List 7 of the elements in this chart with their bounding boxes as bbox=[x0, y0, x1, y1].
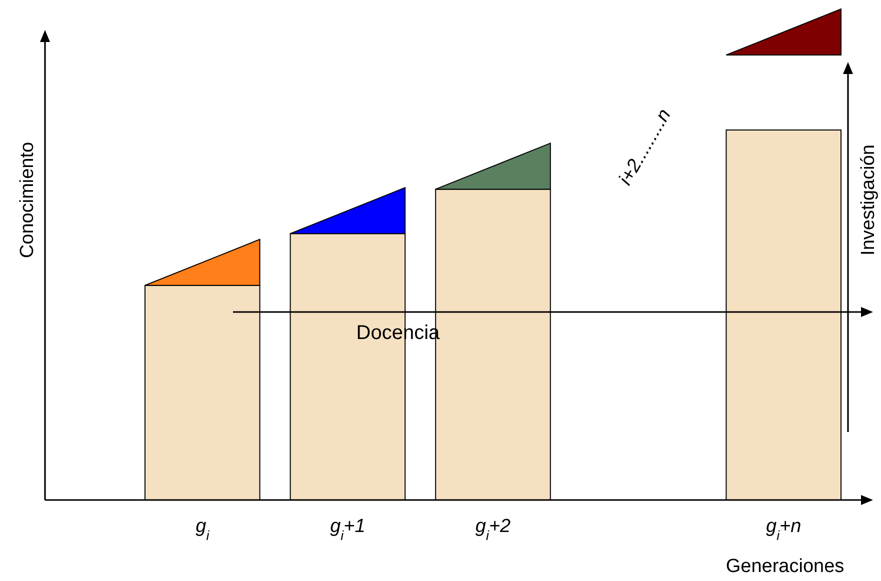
y-axis-title: Conocimiento bbox=[17, 142, 38, 258]
text: Investigación bbox=[858, 144, 879, 256]
x-axis-title: Generaciones bbox=[726, 556, 844, 577]
x-tick-label: g$_{i}$+2 bbox=[475, 516, 512, 542]
x-tick-label: g$_{i}$+1 bbox=[330, 516, 366, 542]
x-tick-label: g$_{i}$ bbox=[196, 516, 210, 542]
x-tick-label: g$_{i}$+n bbox=[766, 516, 802, 542]
